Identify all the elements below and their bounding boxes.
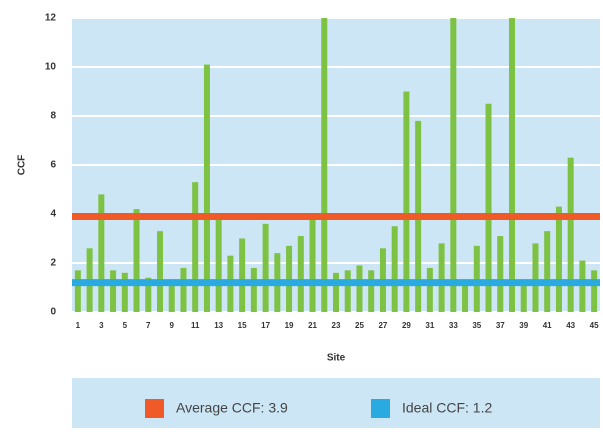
- bar: [321, 18, 328, 312]
- bar: [309, 216, 316, 312]
- bar: [532, 243, 539, 312]
- bar: [168, 280, 175, 312]
- x-tick-label: 39: [519, 321, 528, 330]
- x-tick-label: 29: [402, 321, 411, 330]
- bar: [239, 238, 246, 312]
- x-tick-label: 17: [261, 321, 270, 330]
- bar: [286, 245, 293, 312]
- y-tick-label: 4: [50, 209, 56, 220]
- x-tick-label: 15: [238, 321, 247, 330]
- bar: [344, 270, 351, 312]
- x-tick-label: 13: [214, 321, 223, 330]
- x-tick-label: 37: [496, 321, 505, 330]
- bar: [110, 270, 117, 312]
- x-tick-label: 7: [146, 321, 151, 330]
- bar: [391, 226, 398, 312]
- bar: [368, 270, 375, 312]
- bar: [497, 236, 504, 312]
- y-tick-label: 6: [50, 160, 56, 171]
- bar: [438, 243, 445, 312]
- x-tick-label: 33: [449, 321, 458, 330]
- bar: [121, 272, 128, 312]
- legend-text: Ideal CCF: 1.2: [402, 400, 492, 416]
- x-tick-label: 23: [332, 321, 341, 330]
- x-tick-label: 9: [170, 321, 175, 330]
- x-tick-label: 35: [472, 321, 481, 330]
- bar: [262, 223, 269, 312]
- bar: [462, 282, 469, 312]
- bar: [591, 270, 598, 312]
- x-tick-label: 31: [425, 321, 434, 330]
- bar: [544, 231, 551, 312]
- bar: [250, 267, 257, 312]
- legend-text: Average CCF: 3.9: [176, 400, 288, 416]
- bar: [509, 18, 515, 312]
- bar: [485, 103, 492, 312]
- bar: [215, 216, 222, 312]
- y-tick-label: 0: [50, 307, 56, 318]
- bar: [555, 206, 562, 312]
- legend-swatch: [371, 399, 390, 418]
- x-axis-label: Site: [327, 353, 346, 364]
- x-tick-label: 11: [191, 321, 200, 330]
- bar: [98, 194, 105, 312]
- x-tick-label: 1: [76, 321, 81, 330]
- bar: [426, 267, 433, 312]
- bar: [450, 18, 457, 312]
- bar: [297, 236, 304, 312]
- x-tick-label: 5: [123, 321, 128, 330]
- bar: [356, 265, 363, 312]
- y-tick-label: 10: [45, 62, 57, 73]
- x-tick-label: 41: [543, 321, 552, 330]
- y-tick-label: 2: [50, 258, 56, 269]
- bar: [74, 270, 81, 312]
- x-tick-label: 21: [308, 321, 317, 330]
- x-tick-label: 3: [99, 321, 104, 330]
- bar: [567, 157, 574, 312]
- bar: [473, 245, 480, 312]
- legend-swatch: [145, 399, 164, 418]
- bar: [133, 209, 140, 312]
- x-tick-label: 19: [285, 321, 294, 330]
- bar: [520, 280, 527, 312]
- bar: [192, 182, 199, 312]
- bar: [579, 260, 586, 312]
- x-tick-label: 45: [590, 321, 599, 330]
- x-tick-label: 27: [378, 321, 387, 330]
- bar: [403, 91, 410, 312]
- y-axis-label: CCF: [17, 155, 28, 176]
- y-tick-label: 8: [50, 111, 56, 122]
- bar: [157, 231, 163, 312]
- bar: [145, 277, 152, 312]
- y-tick-label: 12: [45, 13, 57, 24]
- x-tick-label: 43: [566, 321, 575, 330]
- bar: [180, 267, 187, 312]
- bar: [203, 64, 210, 312]
- bar: [333, 272, 339, 312]
- x-tick-label: 25: [355, 321, 364, 330]
